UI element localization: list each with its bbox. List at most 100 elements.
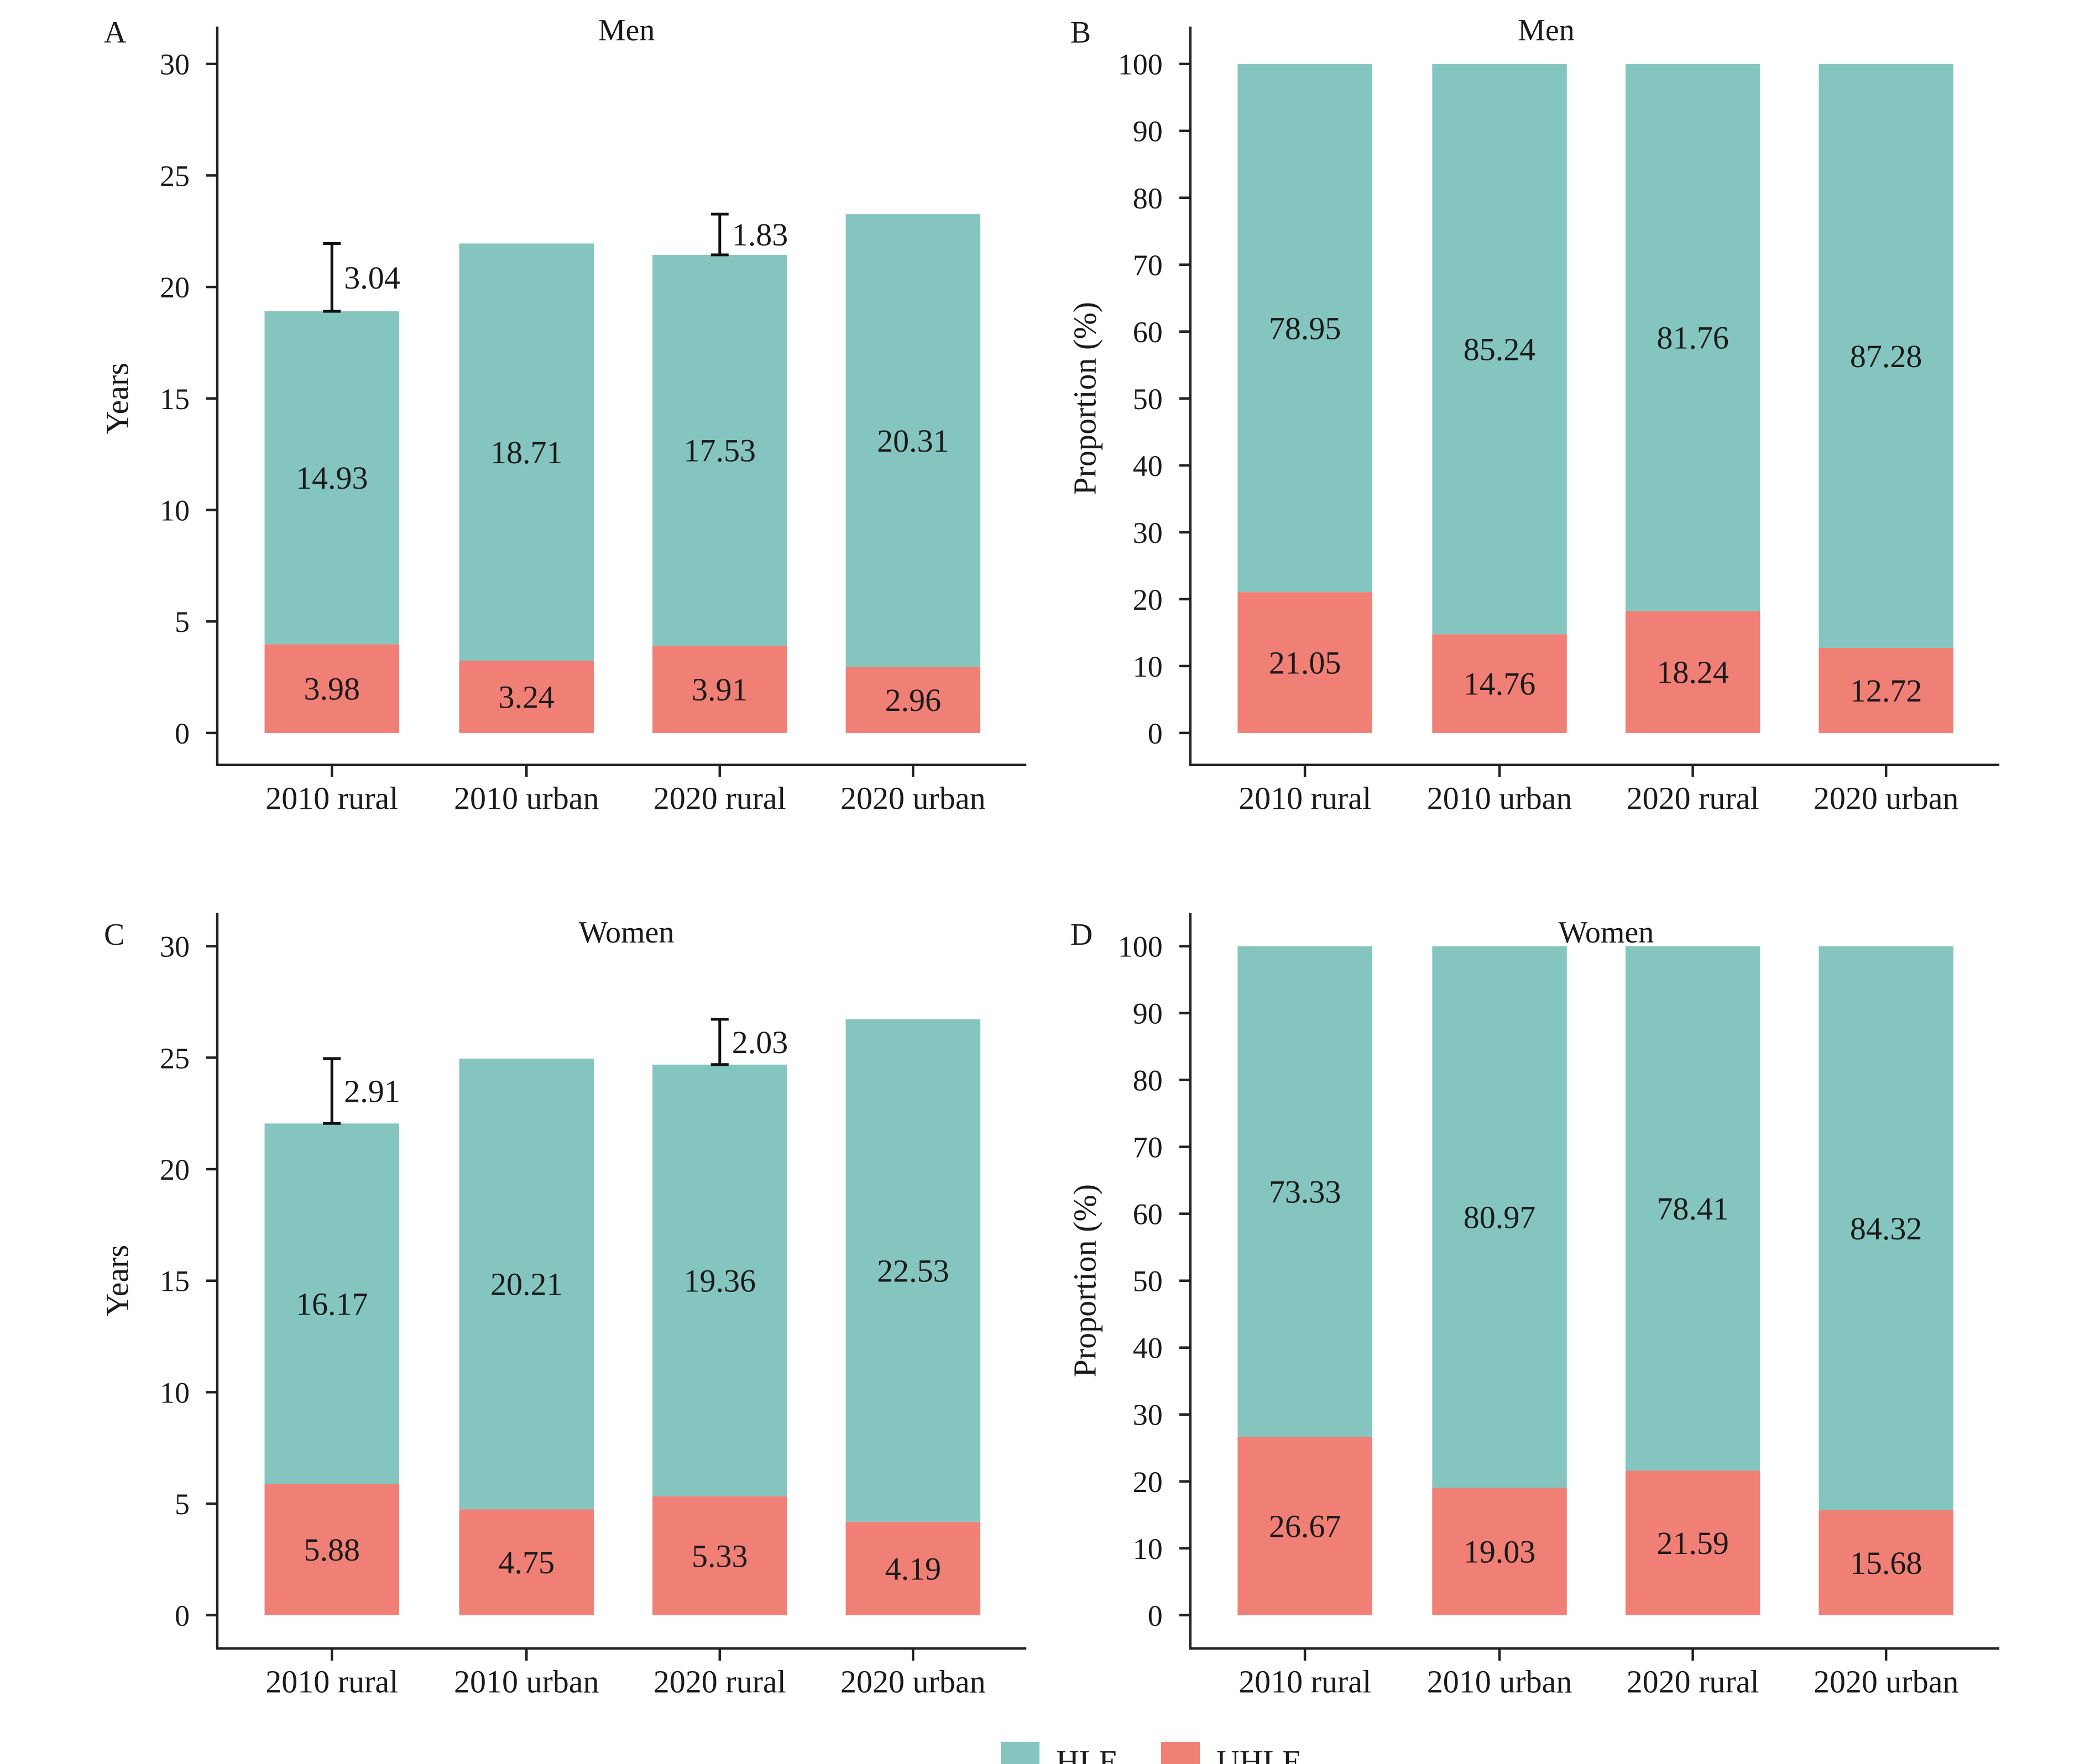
data-label-uhle: 19.03 bbox=[1464, 1534, 1536, 1570]
y-tick-label: 60 bbox=[1133, 1198, 1163, 1231]
data-label-hle: 87.28 bbox=[1850, 338, 1922, 374]
panel-letter: A bbox=[104, 15, 127, 50]
y-tick-label: 15 bbox=[160, 383, 190, 416]
y-tick-label: 5 bbox=[175, 1488, 190, 1521]
legend-label-hle: HLE bbox=[1056, 1744, 1119, 1764]
legend-swatch-uhle bbox=[1161, 1742, 1200, 1764]
bar-hle bbox=[845, 1019, 981, 1522]
panel-B: 0 10 20 30 40 50 60 70 80 90 100 21.05 78.95 2010 rur… bbox=[1067, 13, 2000, 816]
x-tick-label: 2010 urban bbox=[1427, 780, 1572, 816]
x-tick-label: 2020 urban bbox=[840, 1664, 986, 1700]
data-label-hle: 73.33 bbox=[1269, 1174, 1341, 1210]
y-tick-label: 25 bbox=[160, 1041, 190, 1075]
y-axis-label: Proportion (%) bbox=[1067, 302, 1103, 495]
y-tick-label: 0 bbox=[1148, 717, 1163, 750]
bar-uhle bbox=[1237, 1437, 1372, 1615]
bar-hle bbox=[652, 1064, 787, 1496]
bar-hle bbox=[1237, 64, 1372, 593]
x-tick-label: 2020 rural bbox=[1627, 780, 1759, 816]
y-tick-label: 10 bbox=[1133, 1532, 1163, 1566]
y-tick-label: 30 bbox=[160, 48, 190, 81]
gap-label: 2.91 bbox=[344, 1074, 400, 1109]
y-tick-label: 15 bbox=[160, 1265, 190, 1298]
data-label-uhle: 26.67 bbox=[1269, 1508, 1341, 1544]
y-tick-label: 20 bbox=[1133, 583, 1163, 616]
legend-label-uhle: UHLE bbox=[1216, 1744, 1302, 1764]
data-label-uhle: 14.76 bbox=[1464, 666, 1536, 702]
panel-title: Men bbox=[1518, 13, 1575, 48]
panel-C: 0 5 10 15 20 25 30 5.88 16.17 2010 rural 4.75 20.21… bbox=[99, 913, 1027, 1700]
y-tick-label: 70 bbox=[1133, 249, 1163, 282]
bar-uhle bbox=[1237, 592, 1372, 733]
bar-uhle bbox=[459, 661, 594, 733]
data-label-hle: 14.93 bbox=[296, 460, 368, 496]
y-axis-label: Years bbox=[99, 1245, 135, 1316]
y-axis-label: Years bbox=[99, 363, 135, 434]
x-tick-label: 2010 rural bbox=[1239, 780, 1371, 816]
data-label-uhle: 18.24 bbox=[1657, 655, 1729, 690]
data-label-uhle: 21.05 bbox=[1269, 645, 1341, 681]
y-tick-label: 50 bbox=[1133, 383, 1163, 416]
bar-uhle bbox=[1625, 1470, 1760, 1615]
x-tick-label: 2020 urban bbox=[1814, 1664, 1959, 1700]
panel-title: Women bbox=[1559, 915, 1654, 950]
legend: HLE UHLE bbox=[1001, 1742, 1302, 1764]
bar-uhle bbox=[1432, 1488, 1567, 1615]
y-tick-label: 10 bbox=[160, 494, 190, 527]
data-label-uhle: 5.33 bbox=[692, 1538, 748, 1574]
y-tick-label: 10 bbox=[1133, 650, 1163, 683]
x-tick-label: 2020 rural bbox=[654, 1664, 786, 1700]
panel-title: Men bbox=[598, 13, 655, 48]
gap-bracket bbox=[710, 212, 729, 257]
panel-letter: C bbox=[104, 918, 124, 952]
bar-hle bbox=[1625, 946, 1760, 1471]
y-tick-label: 0 bbox=[175, 1599, 190, 1632]
bar-hle bbox=[652, 255, 787, 646]
gap-bracket bbox=[323, 242, 341, 313]
x-tick-label: 2010 urban bbox=[1427, 1664, 1572, 1700]
y-tick-label: 60 bbox=[1133, 316, 1163, 349]
y-tick-label: 20 bbox=[1133, 1465, 1163, 1499]
bar-uhle bbox=[845, 667, 981, 733]
data-label-hle: 20.21 bbox=[490, 1266, 563, 1302]
bar-hle bbox=[1432, 64, 1567, 635]
bar-hle bbox=[264, 311, 400, 645]
bar-hle bbox=[1237, 946, 1372, 1437]
y-tick-label: 40 bbox=[1133, 1332, 1163, 1365]
data-label-hle: 17.53 bbox=[684, 433, 756, 469]
data-label-uhle: 12.72 bbox=[1850, 673, 1922, 709]
y-tick-label: 40 bbox=[1133, 449, 1163, 483]
panel-letter: B bbox=[1070, 15, 1091, 50]
panel-D: 0 10 20 30 40 50 60 70 80 90 100 26.67 73.33 2010 rur… bbox=[1067, 913, 2000, 1700]
data-label-hle: 18.71 bbox=[490, 435, 563, 470]
data-label-uhle: 4.19 bbox=[885, 1551, 942, 1587]
data-label-hle: 85.24 bbox=[1464, 331, 1536, 367]
bar-uhle bbox=[845, 1521, 981, 1615]
data-label-hle: 16.17 bbox=[296, 1286, 368, 1322]
bar-hle bbox=[1432, 946, 1567, 1488]
y-tick-label: 100 bbox=[1118, 48, 1163, 81]
data-label-uhle: 3.24 bbox=[498, 679, 555, 715]
y-tick-label: 70 bbox=[1133, 1131, 1163, 1164]
y-tick-label: 90 bbox=[1133, 115, 1163, 148]
data-label-uhle: 3.98 bbox=[304, 671, 360, 707]
y-tick-label: 80 bbox=[1133, 182, 1163, 215]
x-tick-label: 2010 rural bbox=[1239, 1664, 1371, 1700]
data-label-hle: 78.41 bbox=[1657, 1191, 1729, 1227]
data-label-uhle: 3.91 bbox=[692, 672, 748, 708]
data-label-uhle: 15.68 bbox=[1850, 1545, 1922, 1581]
y-tick-label: 5 bbox=[175, 605, 190, 638]
bar-hle bbox=[1819, 64, 1953, 648]
x-tick-label: 2020 urban bbox=[1814, 780, 1959, 816]
panel-A: 0 5 10 15 20 25 30 3.98 14.93 2010 rural 3.24 18.71… bbox=[99, 13, 1027, 816]
bar-uhle bbox=[1625, 611, 1760, 733]
x-tick-label: 2010 urban bbox=[454, 1664, 599, 1700]
bar-hle bbox=[1819, 946, 1953, 1511]
x-tick-label: 2010 rural bbox=[265, 1664, 398, 1700]
bar-hle bbox=[459, 243, 594, 661]
data-label-hle: 80.97 bbox=[1464, 1200, 1536, 1236]
data-label-hle: 22.53 bbox=[877, 1253, 949, 1289]
y-tick-label: 10 bbox=[160, 1376, 190, 1409]
data-label-uhle: 5.88 bbox=[304, 1532, 360, 1568]
